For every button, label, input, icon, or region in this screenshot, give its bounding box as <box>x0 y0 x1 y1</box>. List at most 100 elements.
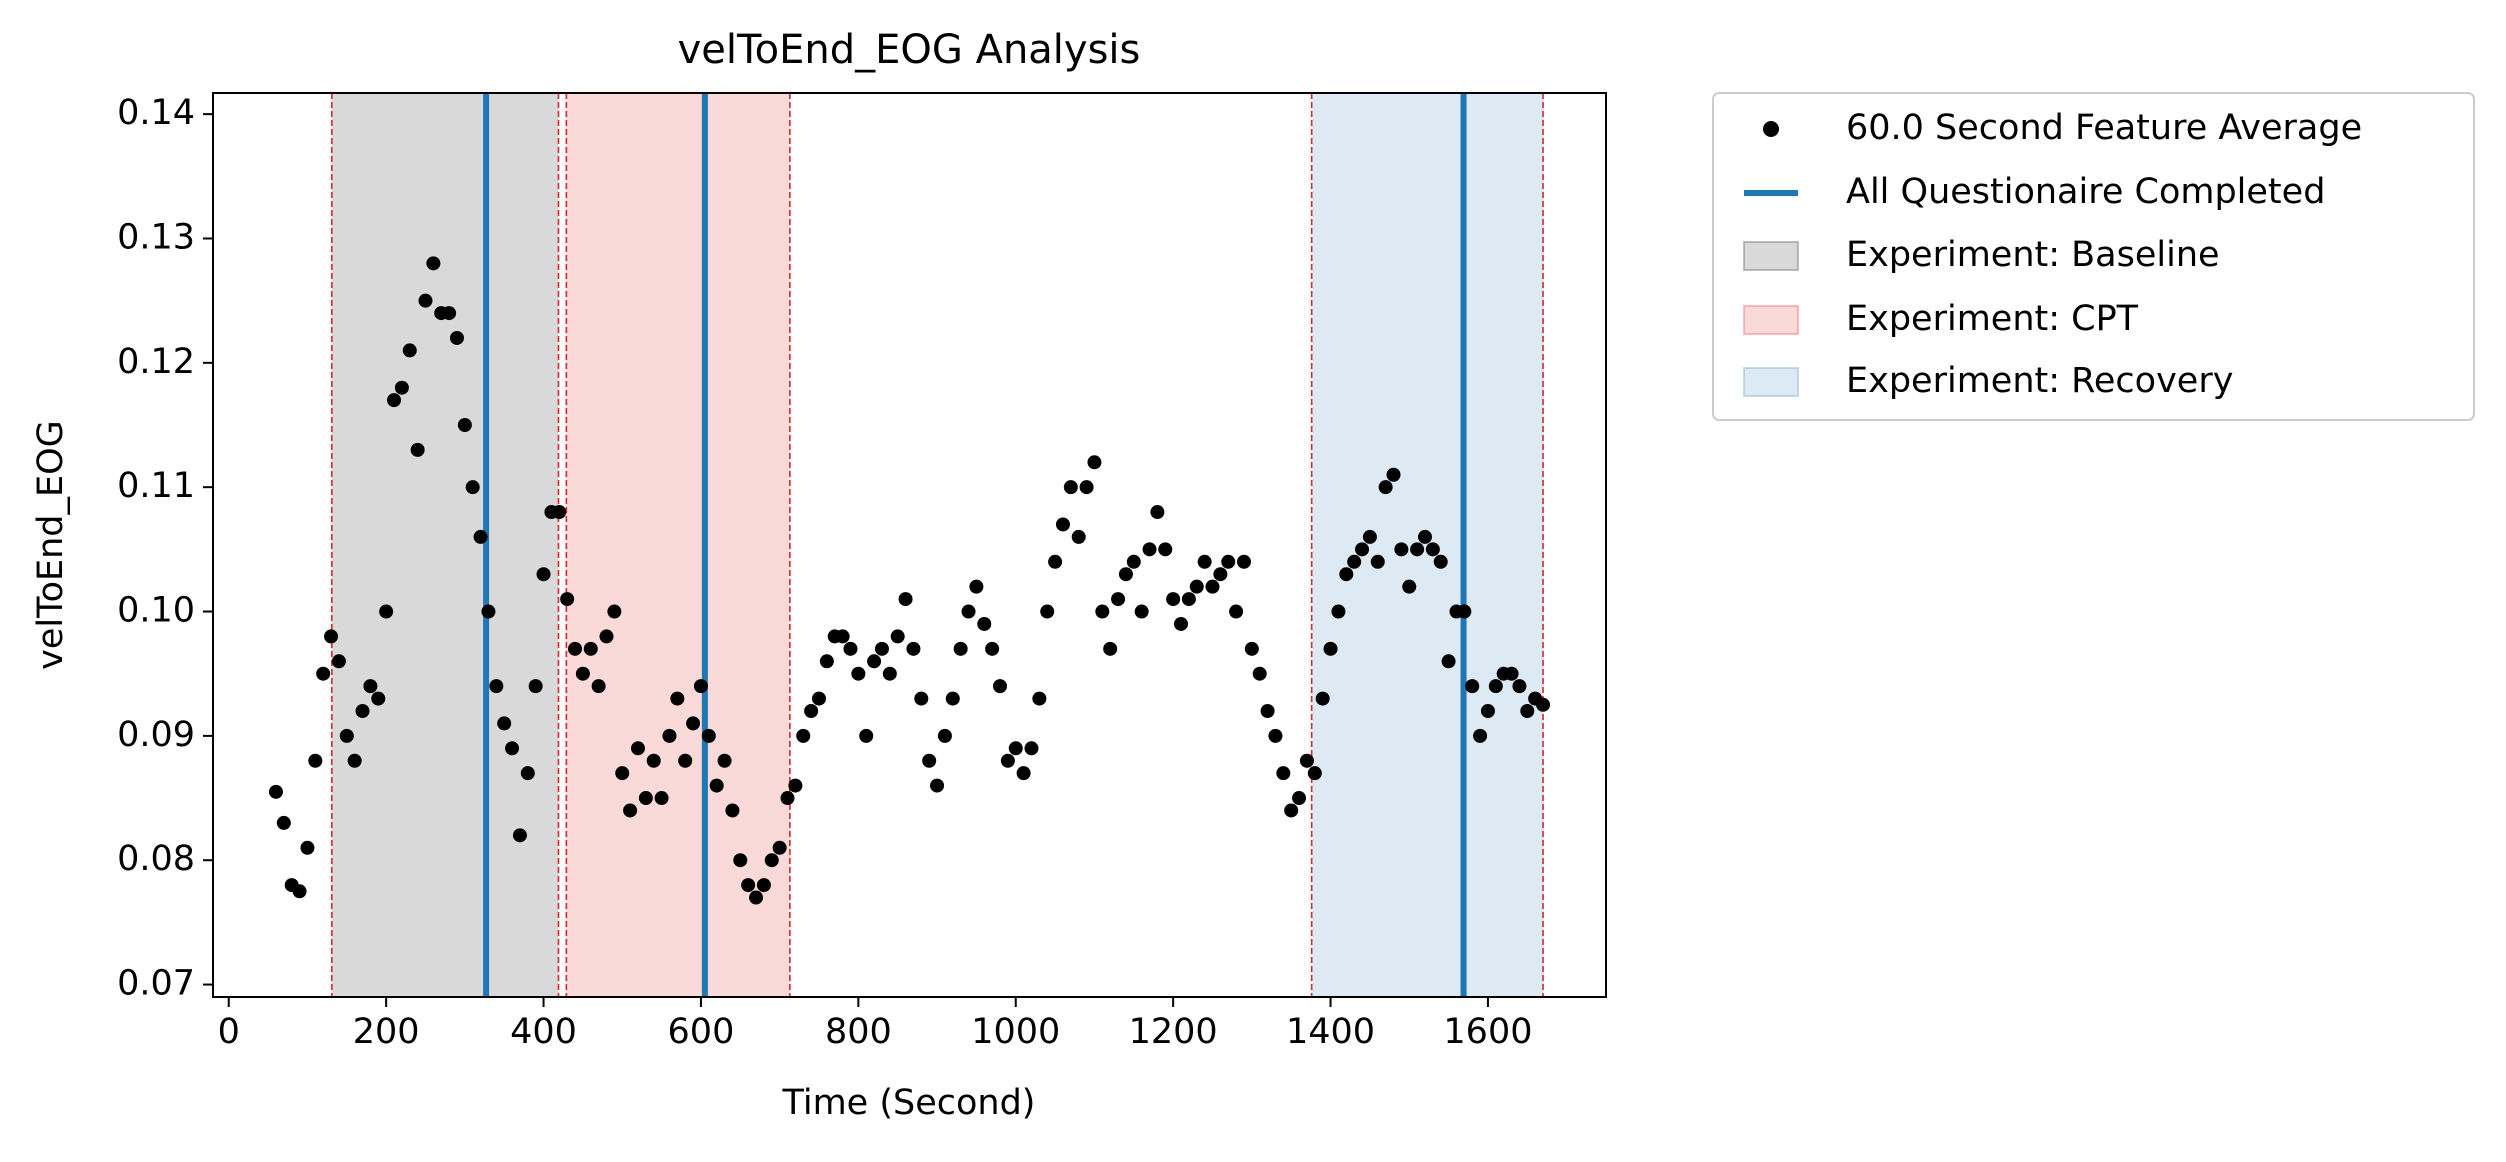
data-point <box>1260 704 1275 719</box>
span <box>331 93 559 997</box>
data-point <box>1134 604 1149 619</box>
data-point <box>898 592 913 607</box>
data-point <box>701 728 716 743</box>
legend-label: All Questionaire Completed <box>1846 172 2325 212</box>
data-point <box>1512 679 1527 694</box>
data-point <box>347 753 362 768</box>
data-point <box>363 679 378 694</box>
data-point <box>1433 554 1448 569</box>
legend-label: 60.0 Second Feature Average <box>1846 108 2362 148</box>
data-point <box>1323 641 1338 656</box>
data-point <box>1032 691 1047 706</box>
y-tick-label: 0.09 <box>117 715 195 755</box>
data-point <box>1142 542 1157 557</box>
legend-box <box>1712 92 2475 421</box>
data-point <box>1355 542 1370 557</box>
data-point <box>1158 542 1173 557</box>
data-point <box>512 828 527 843</box>
data-point <box>1457 604 1472 619</box>
data-point <box>607 604 622 619</box>
legend-marker <box>1763 121 1779 137</box>
data-point <box>1473 728 1488 743</box>
x-tick-label: 800 <box>825 1012 892 1052</box>
data-point <box>1040 604 1055 619</box>
data-point <box>1378 480 1393 495</box>
x-axis-label: Time (Second) <box>782 1083 1036 1123</box>
data-point <box>804 704 819 719</box>
data-point <box>811 691 826 706</box>
data-point <box>819 654 834 669</box>
data-point <box>575 666 590 681</box>
data-point <box>1536 697 1551 712</box>
data-point <box>268 784 283 799</box>
data-point <box>985 641 1000 656</box>
data-point <box>953 641 968 656</box>
y-tick-label: 0.12 <box>117 342 195 382</box>
data-point <box>1095 604 1110 619</box>
data-point <box>426 256 441 271</box>
data-point <box>1465 679 1480 694</box>
data-point <box>630 741 645 756</box>
data-point <box>1000 753 1015 768</box>
data-point <box>1111 592 1126 607</box>
y-tick-label: 0.10 <box>117 591 195 631</box>
chart-title: velToEnd_EOG Analysis <box>678 27 1141 73</box>
data-point <box>741 878 756 893</box>
data-point <box>615 766 630 781</box>
data-point <box>937 728 952 743</box>
data-point <box>1292 791 1307 806</box>
data-point <box>717 753 732 768</box>
y-axis-label: velToEnd_EOG <box>31 420 71 670</box>
data-point <box>1315 691 1330 706</box>
data-point <box>355 704 370 719</box>
x-tick-label: 1200 <box>1129 1012 1218 1052</box>
data-point <box>709 778 724 793</box>
data-point <box>457 418 472 433</box>
x-tick-label: 1000 <box>971 1012 1060 1052</box>
data-point <box>1362 529 1377 544</box>
data-point <box>1016 766 1031 781</box>
y-tick-label: 0.08 <box>117 839 195 879</box>
data-point <box>654 791 669 806</box>
data-point <box>749 890 764 905</box>
data-point <box>1071 529 1086 544</box>
data-point <box>977 616 992 631</box>
data-point <box>1268 728 1283 743</box>
data-point <box>276 815 291 830</box>
data-point <box>536 567 551 582</box>
data-point <box>1126 554 1141 569</box>
y-tick-label: 0.13 <box>117 217 195 257</box>
data-point <box>1307 766 1322 781</box>
data-point <box>1197 554 1212 569</box>
data-point <box>1229 604 1244 619</box>
data-point <box>764 853 779 868</box>
data-point <box>1402 579 1417 594</box>
data-point <box>1520 704 1535 719</box>
legend-marker <box>1743 241 1799 271</box>
data-point <box>859 728 874 743</box>
data-point <box>1103 641 1118 656</box>
data-point <box>930 778 945 793</box>
data-point <box>922 753 937 768</box>
data-point <box>292 884 307 899</box>
data-point <box>993 679 1008 694</box>
data-point <box>316 666 331 681</box>
data-point <box>1410 542 1425 557</box>
data-point <box>1118 567 1133 582</box>
data-point <box>1213 567 1228 582</box>
data-point <box>1386 467 1401 482</box>
data-point <box>394 380 409 395</box>
data-point <box>693 679 708 694</box>
data-point <box>1189 579 1204 594</box>
data-point <box>851 666 866 681</box>
data-point <box>1079 480 1094 495</box>
data-point <box>725 803 740 818</box>
data-point <box>843 641 858 656</box>
data-point <box>1024 741 1039 756</box>
data-point <box>560 592 575 607</box>
legend-label: Experiment: Baseline <box>1846 235 2220 275</box>
data-point <box>324 629 339 644</box>
data-point <box>772 840 787 855</box>
data-point <box>670 691 685 706</box>
